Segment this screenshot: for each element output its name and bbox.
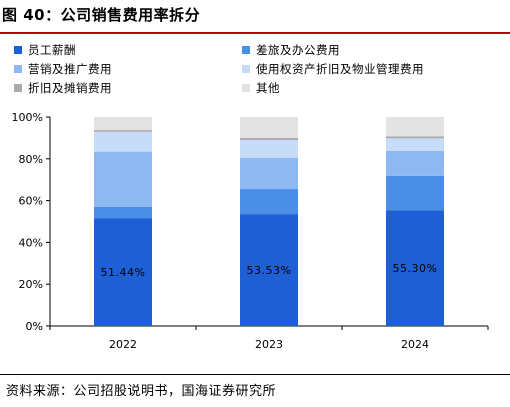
bar-segment-2-2023	[240, 157, 298, 190]
legend-item-depreciation-amortization: 折旧及摊销费用	[14, 80, 112, 96]
bar-segment-1-2023	[240, 189, 298, 215]
bar-segment-1-2024	[386, 175, 444, 211]
legend-label: 差旅及办公费用	[256, 43, 340, 57]
bar-segment-3-2024	[386, 138, 444, 151]
legend-label: 员工薪酬	[28, 43, 76, 57]
y-tick-label: 80%	[19, 153, 43, 166]
legend-swatch-depreciation-amortization	[14, 84, 22, 92]
bar-segment-2-2022	[94, 151, 152, 207]
legend-swatch-rou-depreciation	[242, 65, 250, 73]
bar-segment-3-2022	[94, 131, 152, 152]
bar-segment-4-2022	[94, 130, 152, 132]
legend-item-other: 其他	[242, 80, 280, 96]
x-tick-label: 2024	[401, 338, 429, 351]
legend-swatch-staff-compensation	[14, 46, 22, 54]
bar-data-label: 53.53%	[247, 264, 292, 277]
legend-label: 使用权资产折旧及物业管理费用	[256, 62, 424, 76]
legend-item-staff-compensation: 员工薪酬	[14, 42, 76, 58]
footer-divider	[0, 374, 510, 375]
bar-segment-1-2022	[94, 206, 152, 219]
bar-segment-3-2023	[240, 139, 298, 158]
y-tick-label: 0%	[26, 320, 43, 333]
bar-segment-4-2023	[240, 137, 298, 140]
bar-data-label: 51.44%	[101, 266, 146, 279]
figure-title: 图 40：公司销售费用率拆分	[2, 6, 201, 24]
legend-item-marketing: 营销及推广费用	[14, 61, 112, 77]
legend-swatch-other	[242, 84, 250, 92]
bar-segment-2-2024	[386, 150, 444, 176]
legend-item-travel-office: 差旅及办公费用	[242, 42, 340, 58]
bar-segment-5-2023	[240, 117, 298, 138]
bar-segment-5-2022	[94, 117, 152, 131]
bar-segment-4-2024	[386, 136, 444, 139]
chart-legend: 员工薪酬 差旅及办公费用 营销及推广费用 使用权资产折旧及物业管理费用 折旧及摊…	[14, 42, 504, 104]
y-tick-label: 100%	[12, 111, 43, 124]
bar-segment-0-2023	[240, 214, 298, 326]
source-note: 资料来源：公司招股说明书，国海证券研究所	[6, 384, 277, 399]
y-tick-label: 60%	[19, 195, 43, 208]
legend-label: 其他	[256, 81, 280, 95]
bar-segment-0-2022	[94, 218, 152, 326]
x-tick-label: 2023	[255, 338, 283, 351]
title-divider	[0, 32, 510, 34]
bar-segment-0-2024	[386, 210, 444, 326]
x-tick-label: 2022	[109, 338, 137, 351]
y-tick-label: 20%	[19, 278, 43, 291]
legend-swatch-travel-office	[242, 46, 250, 54]
legend-label: 折旧及摊销费用	[28, 81, 112, 95]
legend-swatch-marketing	[14, 65, 22, 73]
legend-label: 营销及推广费用	[28, 62, 112, 76]
bar-segment-5-2024	[386, 117, 444, 137]
legend-item-rou-depreciation: 使用权资产折旧及物业管理费用	[242, 61, 424, 77]
bar-data-label: 55.30%	[393, 262, 438, 275]
y-tick-label: 40%	[19, 236, 43, 249]
